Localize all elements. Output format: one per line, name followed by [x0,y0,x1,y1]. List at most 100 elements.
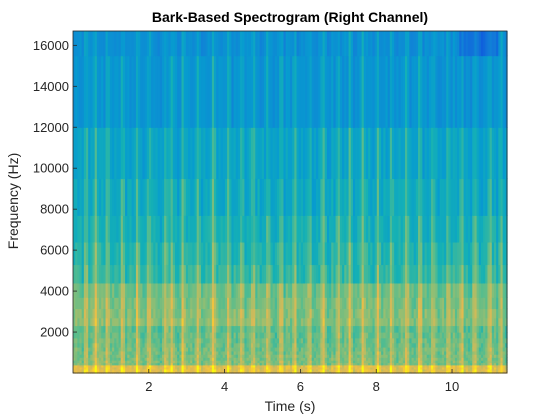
spectrogram-cell [400,308,404,319]
spectrogram-cell [476,317,480,327]
spectrogram-cell [190,264,193,284]
spectrogram-cell [159,31,163,57]
spectrogram-cell [355,308,358,319]
spectrogram-cell [140,370,144,374]
spectrogram-cell [181,342,185,348]
spectrogram-cell [159,337,163,344]
spectrogram-cell [365,366,369,370]
spectrogram-cell [166,127,170,180]
spectrogram-cell [244,178,248,216]
spectrogram-cell [125,127,128,180]
spectrogram-cell [413,308,417,319]
spectrogram-cell [88,368,91,372]
spectrogram-cell [133,362,137,366]
spectrogram-cell [151,337,154,344]
spectrogram-cell [378,127,382,180]
spectrogram-cell [472,360,476,364]
spectrogram-cell [281,362,285,366]
spectrogram-cell [248,368,252,372]
spectrogram-cell [411,362,415,366]
spectrogram-cell [255,337,259,344]
spectrogram-cell [75,357,78,361]
spectrogram-cell [370,215,374,243]
spectrogram-cell [411,325,415,333]
spectrogram-cell [109,55,113,128]
spectrogram-cell [381,357,384,361]
spectrogram-cell [237,127,241,180]
spectrogram-cell [290,337,293,344]
spectrogram-cell [194,264,198,284]
spectrogram-cell [146,178,150,216]
spectrogram-cell [391,354,395,358]
spectrogram-cell [329,325,332,333]
spectrogram-cell [88,241,91,266]
spectrogram-cell [431,346,434,352]
spectrogram-cell [361,308,365,319]
spectrogram-cell [276,350,280,355]
spectrogram-cell [144,178,148,216]
spectrogram-cell [257,215,261,243]
spectrogram-cell [90,282,94,298]
spectrogram-cell [400,357,404,361]
spectrogram-cell [112,264,115,284]
spectrogram-cell [96,368,100,372]
spectrogram-cell [441,364,445,368]
spectrogram-cell [116,350,120,355]
spectrogram-cell [307,354,311,358]
spectrogram-cell [250,342,254,348]
spectrogram-cell [489,308,493,319]
spectrogram-cell [164,346,167,352]
spectrogram-cell [170,366,174,370]
spectrogram-cell [118,215,122,243]
spectrogram-cell [283,360,287,364]
spectrogram-cell [318,215,321,243]
spectrogram-cell [240,308,243,319]
spectrogram-cell [183,264,187,284]
spectrogram-cell [157,342,161,348]
spectrogram-heatmap [73,31,508,374]
spectrogram-cell [387,297,391,310]
spectrogram-cell [266,366,269,370]
spectrogram-cell [170,317,174,327]
spectrogram-cell [370,127,374,180]
spectrogram-cell [259,354,263,358]
spectrogram-cell [374,346,378,352]
spectrogram-cell [155,308,159,319]
spectrogram-cell [389,366,393,370]
spectrogram-cell [307,360,311,364]
spectrogram-cell [389,178,393,216]
spectrogram-cell [292,362,295,366]
spectrogram-cell [394,332,397,339]
spectrogram-cell [244,127,248,180]
spectrogram-cell [77,354,81,358]
spectrogram-cell [96,362,100,366]
spectrogram-cell [457,215,460,243]
spectrogram-cell [496,357,499,361]
spectrogram-cell [133,350,137,355]
spectrogram-cell [487,325,491,333]
spectrogram-cell [185,282,189,298]
spectrogram-cell [279,325,282,333]
spectrogram-cell [318,366,321,370]
spectrogram-cell [172,350,176,355]
spectrogram-cell [209,282,213,298]
spectrogram-cell [259,317,263,327]
spectrogram-cell [172,354,176,358]
spectrogram-cell [172,362,176,366]
spectrogram-cell [135,297,139,310]
spectrogram-cell [357,178,361,216]
spectrogram-cell [326,178,330,216]
spectrogram-cell [231,297,235,310]
spectrogram-cell [77,368,81,372]
spectrogram-cell [90,241,94,266]
spectrogram-cell [309,297,313,310]
spectrogram-cell [73,264,76,284]
spectrogram-cell [174,178,178,216]
spectrogram-cell [320,368,324,372]
spectrogram-cell [365,178,369,216]
spectrogram-cell [281,360,285,364]
spectrogram-cell [283,55,287,128]
spectrogram-cell [279,55,282,128]
spectrogram-cell [300,357,304,361]
spectrogram-cell [244,282,248,298]
